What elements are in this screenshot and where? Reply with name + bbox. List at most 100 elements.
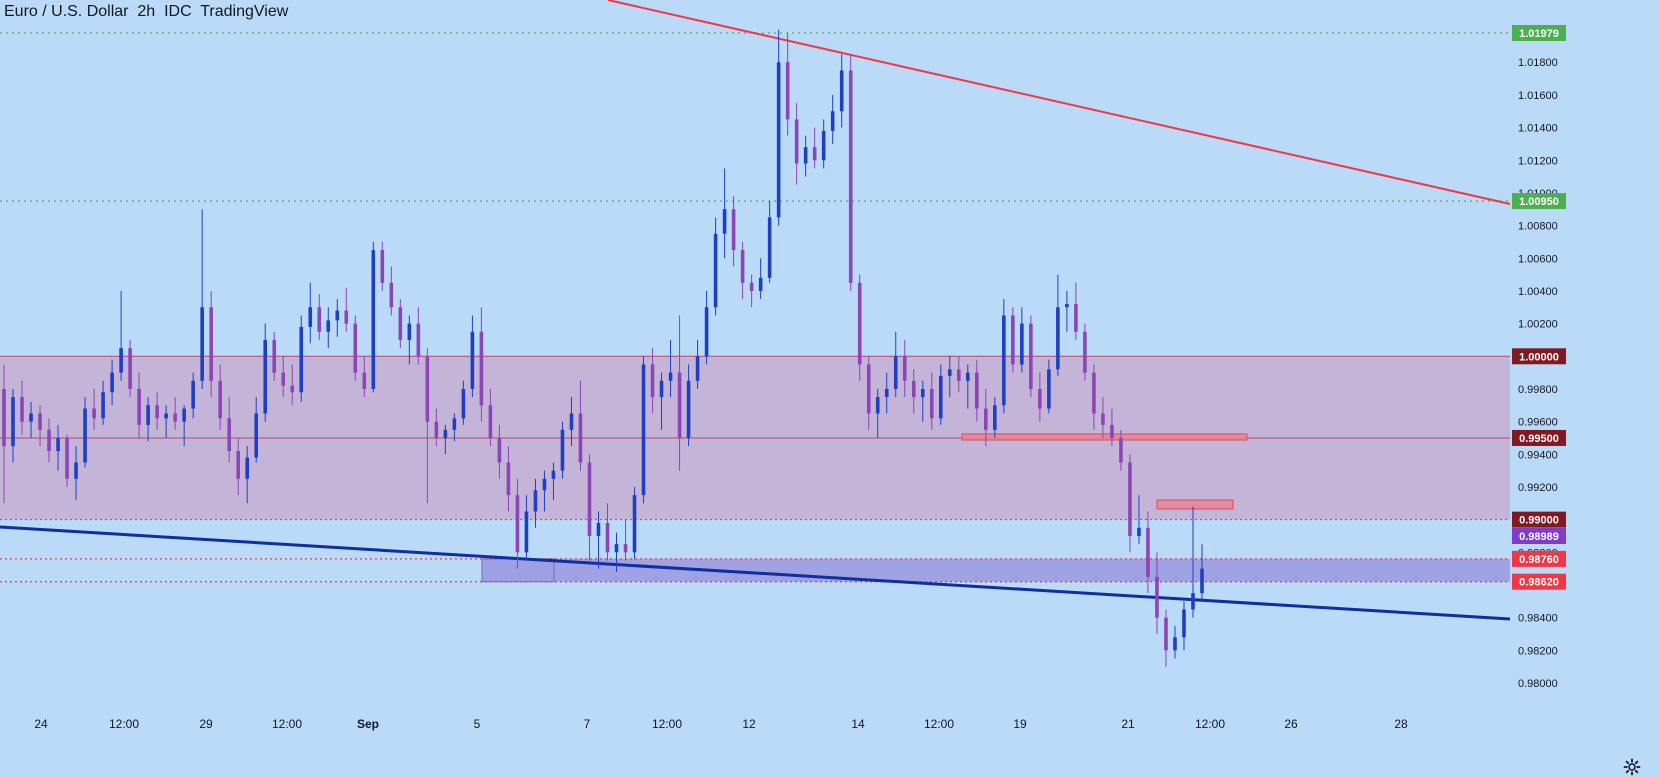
price-label-text: 0.99500 [1519,433,1559,445]
candle [74,446,78,501]
candle-body [74,462,78,479]
candle [335,299,340,337]
price-label: 0.98760 [1512,550,1566,567]
symbol-name[interactable]: Euro / U.S. Dollar [4,3,129,20]
candle [137,372,141,438]
price-label-bg [1512,429,1566,446]
candle [749,274,754,308]
candle-body [56,437,60,452]
candle-body [389,282,394,308]
candle [614,532,619,572]
candle [200,209,204,389]
candle [1002,299,1006,414]
candle-body [524,511,529,553]
candle-body [425,356,430,422]
candle [938,364,943,425]
candle [281,356,286,398]
candle-body [722,209,727,234]
candle-body [182,408,186,422]
price-label-bg [1512,511,1566,528]
candle [587,454,592,561]
candle [533,478,538,528]
candle [695,339,700,389]
candle-body [893,356,898,389]
candle [884,372,889,414]
candle-body [146,405,150,425]
candle-body [632,495,637,553]
candle [2,364,6,504]
x-tick-label: 7 [584,717,591,731]
candle-body [938,375,943,419]
candle-body [1155,576,1159,618]
candle [659,372,664,430]
candle-body [263,339,268,414]
candle-body [803,147,808,164]
candle-body [1011,315,1015,365]
candle-body [1083,331,1087,373]
price-label-text: 1.00000 [1519,351,1559,363]
candle [1101,397,1105,438]
candle-body [560,429,565,471]
candle-body [794,119,799,164]
candle [11,388,15,463]
candle [218,364,222,430]
candle-body [1047,369,1051,409]
x-tick-label: Sep [357,717,379,731]
candle-body [1038,388,1042,409]
candle [1128,454,1132,553]
zone-support [482,558,1510,582]
candle [1074,282,1078,340]
x-tick-label: 14 [851,717,865,731]
candle [308,282,313,344]
candle [380,241,385,291]
candle-body [380,250,385,283]
candle [542,470,547,512]
candle-body [1146,527,1150,577]
candle-body [929,388,934,419]
candle [722,168,727,259]
candle [875,388,880,438]
interval-label[interactable]: 2h [137,3,156,20]
candle-body [776,62,781,218]
candle-body [1065,304,1069,308]
candle [290,364,295,406]
y-tick-label: 1.01600 [1518,90,1558,102]
candle [731,196,736,267]
candle [389,266,394,316]
candle [911,369,916,414]
candle [1047,359,1051,414]
candle-body [1002,315,1006,406]
candle-body [344,310,349,324]
y-tick-label: 0.98000 [1518,678,1558,690]
candle-body [848,70,853,283]
support-trendline [0,525,1511,621]
candle-body [38,413,42,430]
candle-body [497,437,502,463]
candle-body [1191,593,1195,610]
candle-body [569,413,574,430]
candle [92,388,96,430]
x-tick-label: 28 [1394,717,1408,731]
candle-body [677,372,682,438]
candle [488,388,493,447]
candle [713,217,718,316]
candle [461,380,466,425]
candle [299,315,304,403]
source-label: IDC [164,3,192,20]
candle-body [857,282,862,365]
candle [821,119,826,169]
gear-icon[interactable] [1623,758,1641,776]
candle [830,94,835,144]
candle-body [1137,527,1141,536]
candle-body [488,405,493,438]
candle-body [371,250,376,389]
candle [1182,601,1186,651]
candle-body [966,372,970,381]
candle-body [1119,437,1123,463]
candle-body [272,339,277,373]
candle-body [1101,413,1105,425]
candle-body [875,397,880,414]
candle [893,331,898,398]
